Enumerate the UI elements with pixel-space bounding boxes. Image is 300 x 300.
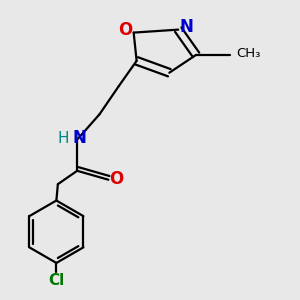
Text: Cl: Cl [48, 273, 64, 288]
Text: N: N [180, 18, 194, 36]
Text: CH₃: CH₃ [236, 47, 261, 60]
Text: O: O [118, 21, 133, 39]
Text: H: H [57, 130, 69, 146]
Text: O: O [110, 170, 124, 188]
Text: N: N [73, 129, 86, 147]
